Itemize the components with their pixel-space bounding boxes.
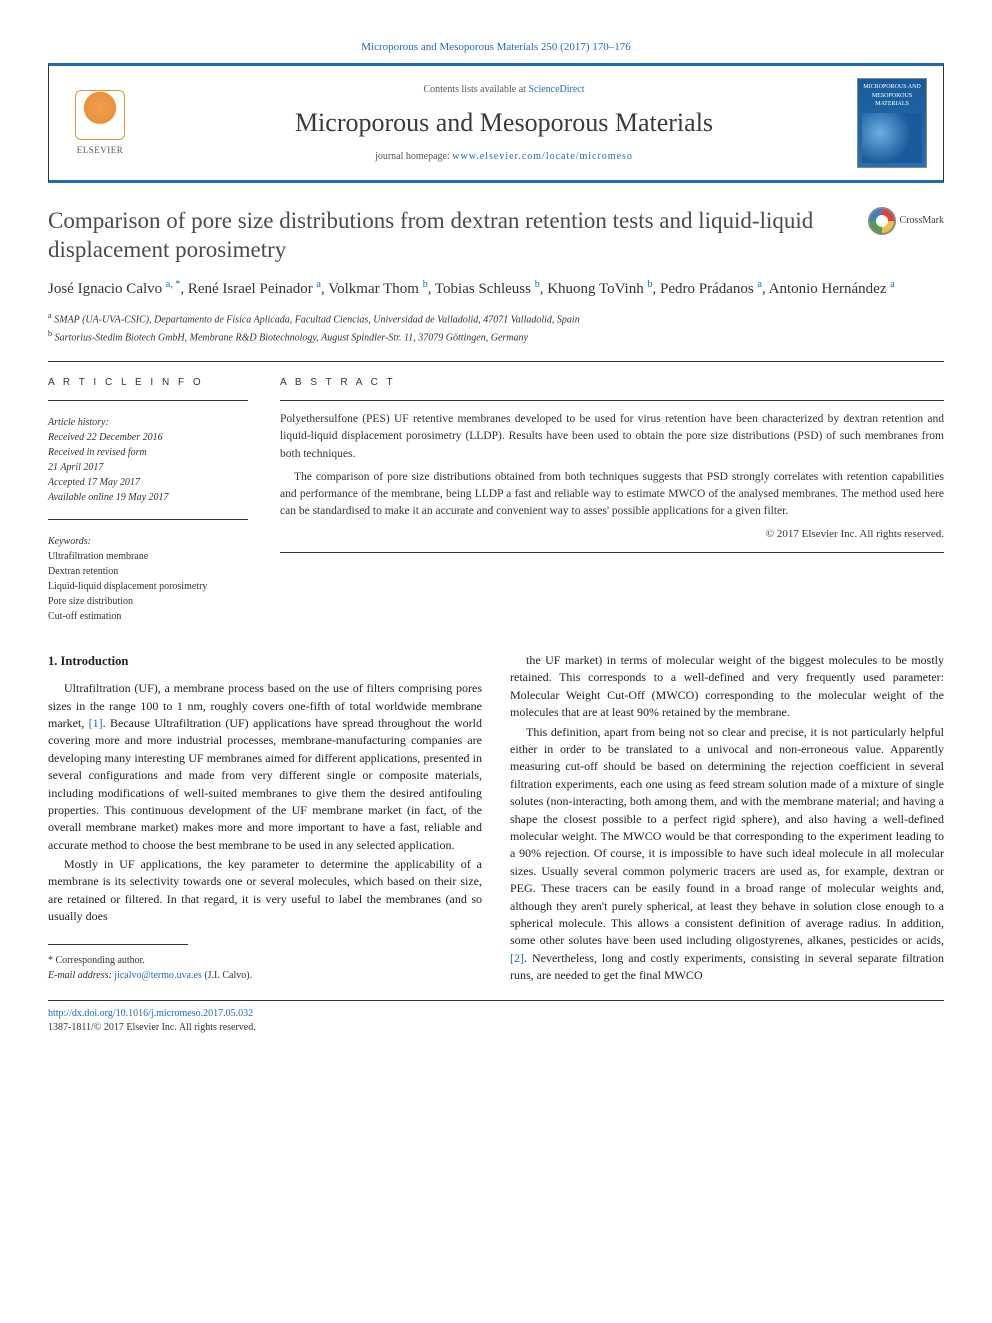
doi-link[interactable]: http://dx.doi.org/10.1016/j.micromeso.20… [48, 1008, 253, 1019]
publisher-name: ELSEVIER [77, 144, 124, 157]
journal-name: Microporous and Mesoporous Materials [151, 105, 857, 141]
abstract-copyright: © 2017 Elsevier Inc. All rights reserved… [280, 527, 944, 542]
abstract-text: Polyethersulfone (PES) UF retentive memb… [280, 411, 944, 521]
history-label: Article history: [48, 415, 248, 430]
corresponding-rule [48, 944, 188, 945]
contents-list-line: Contents lists available at ScienceDirec… [151, 83, 857, 97]
history-line: Accepted 17 May 2017 [48, 475, 248, 490]
crossmark-widget[interactable]: CrossMark [868, 207, 944, 235]
body-para: Ultrafiltration (UF), a membrane process… [48, 680, 482, 854]
history-line: 21 April 2017 [48, 460, 248, 475]
elsevier-tree-icon [75, 90, 125, 140]
keyword: Pore size distribution [48, 594, 248, 609]
citation-line: Microporous and Mesoporous Materials 250… [48, 40, 944, 55]
keywords-label: Keywords: [48, 534, 248, 549]
history-line: Available online 19 May 2017 [48, 490, 248, 505]
history-line: Received 22 December 2016 [48, 430, 248, 445]
body-para: the UF market) in terms of molecular wei… [510, 652, 944, 722]
affiliations: a SMAP (UA-UVA-CSIC), Departamento de Fí… [48, 310, 944, 345]
affiliation-b-text: Sartorius-Stedim Biotech GmbH, Membrane … [55, 332, 528, 343]
abstract-rule [280, 400, 944, 401]
article-title: Comparison of pore size distributions fr… [48, 207, 852, 265]
journal-cover-thumbnail: MICROPOROUS AND MESOPOROUS MATERIALS [857, 78, 927, 168]
body-para: This definition, apart from being not so… [510, 724, 944, 985]
article-body: 1. Introduction Ultrafiltration (UF), a … [48, 652, 944, 986]
abstract-para: The comparison of pore size distribution… [280, 469, 944, 521]
corresponding-label: * Corresponding author. [48, 953, 482, 968]
sciencedirect-link[interactable]: ScienceDirect [528, 84, 584, 95]
issn-copyright: 1387-1811/© 2017 Elsevier Inc. All right… [48, 1022, 256, 1033]
contents-prefix: Contents lists available at [423, 84, 528, 95]
body-para: Mostly in UF applications, the key param… [48, 856, 482, 926]
keywords-rule [48, 519, 248, 520]
affiliation-b: b Sartorius-Stedim Biotech GmbH, Membran… [48, 328, 944, 345]
homepage-prefix: journal homepage: [375, 151, 452, 162]
email-suffix: (J.I. Calvo). [202, 970, 252, 981]
author-list: José Ignacio Calvo a, *, René Israel Pei… [48, 277, 944, 301]
keyword: Cut-off estimation [48, 609, 248, 624]
crossmark-label: CrossMark [900, 214, 944, 228]
keywords-block: Keywords: Ultrafiltration membrane Dextr… [48, 534, 248, 624]
cover-title: MICROPOROUS AND MESOPOROUS MATERIALS [862, 83, 922, 108]
abstract-bottom-rule [280, 552, 944, 553]
article-history: Article history: Received 22 December 20… [48, 415, 248, 505]
affiliation-a: a SMAP (UA-UVA-CSIC), Departamento de Fí… [48, 310, 944, 327]
cover-art [862, 113, 922, 163]
abstract-heading: A B S T R A C T [280, 376, 944, 390]
crossmark-icon [868, 207, 896, 235]
page-footer: http://dx.doi.org/10.1016/j.micromeso.20… [48, 1000, 944, 1035]
email-label: E-mail address: [48, 970, 114, 981]
affiliation-a-text: SMAP (UA-UVA-CSIC), Departamento de Físi… [54, 315, 580, 326]
homepage-link[interactable]: www.elsevier.com/locate/micromeso [452, 151, 633, 162]
history-line: Received in revised form [48, 445, 248, 460]
corresponding-author-block: * Corresponding author. E-mail address: … [48, 953, 482, 983]
keyword: Ultrafiltration membrane [48, 549, 248, 564]
section-1-heading: 1. Introduction [48, 652, 482, 670]
abstract-para: Polyethersulfone (PES) UF retentive memb… [280, 411, 944, 463]
info-rule [48, 400, 248, 401]
elsevier-logo: ELSEVIER [65, 83, 135, 163]
journal-header-box: ELSEVIER Contents lists available at Sci… [48, 63, 944, 183]
corresponding-email-link[interactable]: jicalvo@termo.uva.es [114, 970, 202, 981]
keyword: Liquid-liquid displacement porosimetry [48, 579, 248, 594]
article-info-heading: A R T I C L E I N F O [48, 376, 248, 390]
journal-homepage-line: journal homepage: www.elsevier.com/locat… [151, 150, 857, 164]
keyword: Dextran retention [48, 564, 248, 579]
